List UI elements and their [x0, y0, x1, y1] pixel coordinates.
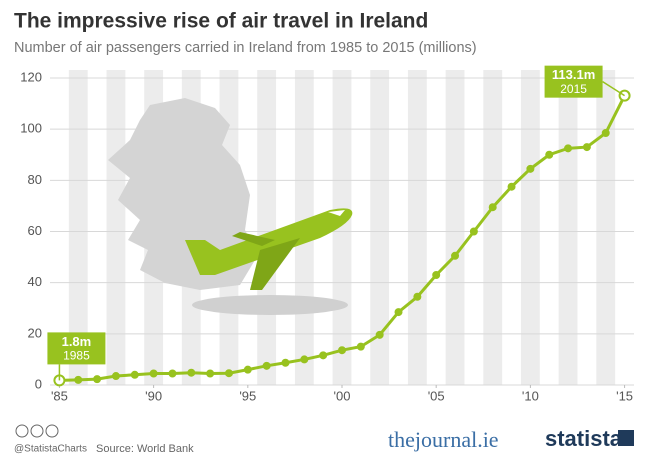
marker — [111, 372, 120, 381]
y-tick-label: 80 — [28, 172, 42, 187]
x-tick-label: '00 — [334, 388, 351, 403]
stripe — [558, 70, 578, 385]
annotation-pointer — [602, 81, 625, 97]
marker — [413, 292, 422, 301]
marker — [526, 164, 535, 173]
marker — [582, 143, 591, 152]
ireland-map — [108, 98, 258, 290]
stripe — [370, 70, 390, 385]
marker — [507, 182, 516, 191]
stripe — [596, 70, 616, 385]
marker — [338, 346, 346, 355]
marker — [168, 369, 177, 378]
annotation-value: 113.1m — [552, 67, 595, 82]
cc-icon — [15, 424, 29, 438]
marker — [74, 375, 83, 384]
plane-wing — [250, 238, 300, 290]
stripe — [445, 70, 465, 385]
marker — [356, 342, 365, 351]
marker — [375, 330, 384, 339]
brand-logo: statista — [545, 426, 623, 451]
grid: 0 20 40 60 80 100 120 '85 '90 '95 '00 '05 '10 '15 — [20, 69, 634, 403]
y-tick-label: 40 — [28, 274, 42, 289]
marker — [394, 308, 403, 317]
nd-icon — [45, 424, 59, 438]
x-tick-label: '95 — [239, 388, 256, 403]
stripe — [407, 70, 427, 385]
marker — [243, 365, 252, 374]
marker — [130, 370, 139, 379]
marker — [432, 270, 441, 279]
y-tick-label: 100 — [20, 121, 42, 136]
marker — [281, 358, 290, 367]
marker — [149, 369, 158, 378]
x-tick-label: '05 — [428, 388, 445, 403]
stripe — [68, 70, 88, 385]
illustration — [108, 98, 353, 315]
partner-logo: thejournal.ie — [388, 427, 499, 452]
y-tick-label: 120 — [20, 69, 42, 84]
plane-window — [328, 210, 345, 216]
stripe — [520, 70, 540, 385]
marker — [206, 369, 215, 378]
y-tick-label: 60 — [28, 223, 42, 238]
annotation-box — [544, 65, 603, 98]
marker — [601, 129, 610, 138]
annotation-box — [47, 332, 106, 365]
brand-icon — [618, 430, 634, 446]
marker — [262, 361, 271, 370]
marker — [451, 251, 460, 260]
stripe — [106, 70, 126, 385]
annotation-value: 1.8m — [62, 334, 92, 349]
chart-subtitle: Number of air passengers carried in Irel… — [14, 40, 477, 56]
y-tick-label: 0 — [35, 376, 42, 391]
marker — [93, 375, 102, 384]
marker — [488, 203, 497, 212]
x-tick-label: '85 — [51, 388, 68, 403]
y-tick-label: 20 — [28, 325, 42, 340]
chart-title: The impressive rise of air travel in Ire… — [14, 10, 428, 33]
x-tick-label: '90 — [145, 388, 162, 403]
marker — [319, 351, 328, 360]
annotation-year: 2015 — [560, 82, 587, 96]
marker — [469, 227, 478, 236]
footer-handle: @StatistaCharts — [14, 444, 87, 455]
footer-source: Source: World Bank — [96, 443, 194, 455]
marker — [300, 355, 309, 364]
x-tick-label: '10 — [522, 388, 539, 403]
stripe — [257, 70, 277, 385]
stripe — [483, 70, 503, 385]
footer: @StatistaCharts Source: World Bank thejo… — [14, 424, 634, 455]
marker — [545, 150, 554, 159]
marker — [564, 144, 573, 153]
x-tick-label: '15 — [616, 388, 633, 403]
plane-shadow — [192, 295, 348, 315]
marker — [187, 368, 196, 377]
marker — [224, 369, 233, 378]
plane-wing-back — [232, 232, 275, 246]
annotation-year: 1985 — [63, 349, 90, 363]
by-icon — [30, 424, 44, 438]
